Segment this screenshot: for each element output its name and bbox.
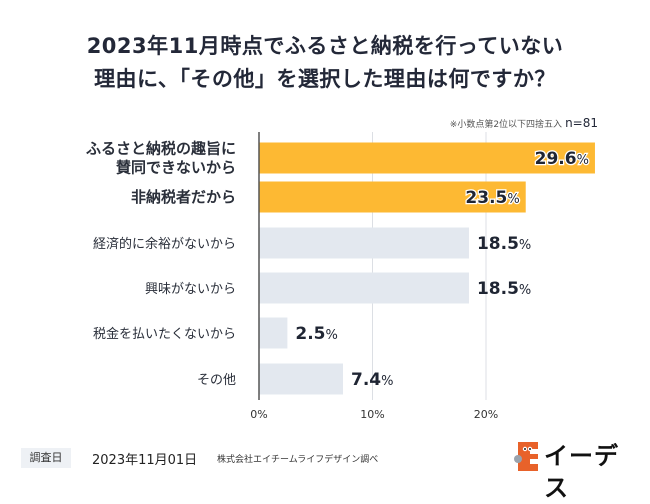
rounding-note: ※小数点第2位以下四捨五入 n=81	[450, 116, 598, 130]
survey-date-label: 調査日	[21, 448, 71, 468]
bar	[259, 317, 288, 349]
value-label: 18.5%	[477, 234, 531, 254]
chart-title: 2023年11月時点でふるさと納税を行っていない 理由に、「その他」を選択した理…	[0, 30, 650, 96]
logo: イーデス	[514, 440, 634, 502]
bar	[259, 142, 595, 174]
value-label: 2.5%	[295, 324, 337, 344]
category-label: 興味がないから	[145, 282, 236, 297]
bar	[259, 181, 526, 213]
source-credit: 株式会社エイチームライフデザイン調べ	[217, 455, 379, 465]
x-tick-label: 0%	[250, 408, 267, 421]
logo-mascot-icon	[514, 442, 538, 471]
value-label: 23.5%	[465, 188, 519, 208]
note-text: ※小数点第2位以下四捨五入	[449, 120, 563, 130]
survey-date: 2023年11月01日	[92, 453, 198, 468]
bar	[259, 272, 469, 304]
value-label: 18.5%	[477, 279, 531, 299]
bar	[259, 227, 469, 259]
x-tick-label: 20%	[474, 408, 498, 421]
title-line-1: 2023年11月時点でふるさと納税を行っていない	[86, 34, 564, 58]
value-label: 29.6%	[535, 149, 589, 169]
sample-size: n=81	[565, 116, 598, 130]
category-label: 税金を払いたくないから	[93, 326, 236, 342]
x-tick-label: 10%	[360, 408, 384, 421]
category-label: ふるさと納税の趣旨に賛同できないから	[86, 140, 236, 177]
title-line-2: 理由に、「その他」を選択した理由は何ですか？	[94, 67, 556, 91]
bar	[259, 363, 343, 395]
category-label: 経済的に余裕がないから	[93, 236, 236, 252]
category-label: その他	[197, 373, 236, 388]
value-label: 7.4%	[351, 370, 393, 390]
bar-chart: 0% 10% 20% 29.6% ふるさと納税の趣旨に賛同できないから 23.5% 非納税者…	[86, 132, 595, 421]
logo-text: イーデス	[544, 442, 619, 502]
category-label: 非納税者だから	[131, 188, 236, 206]
